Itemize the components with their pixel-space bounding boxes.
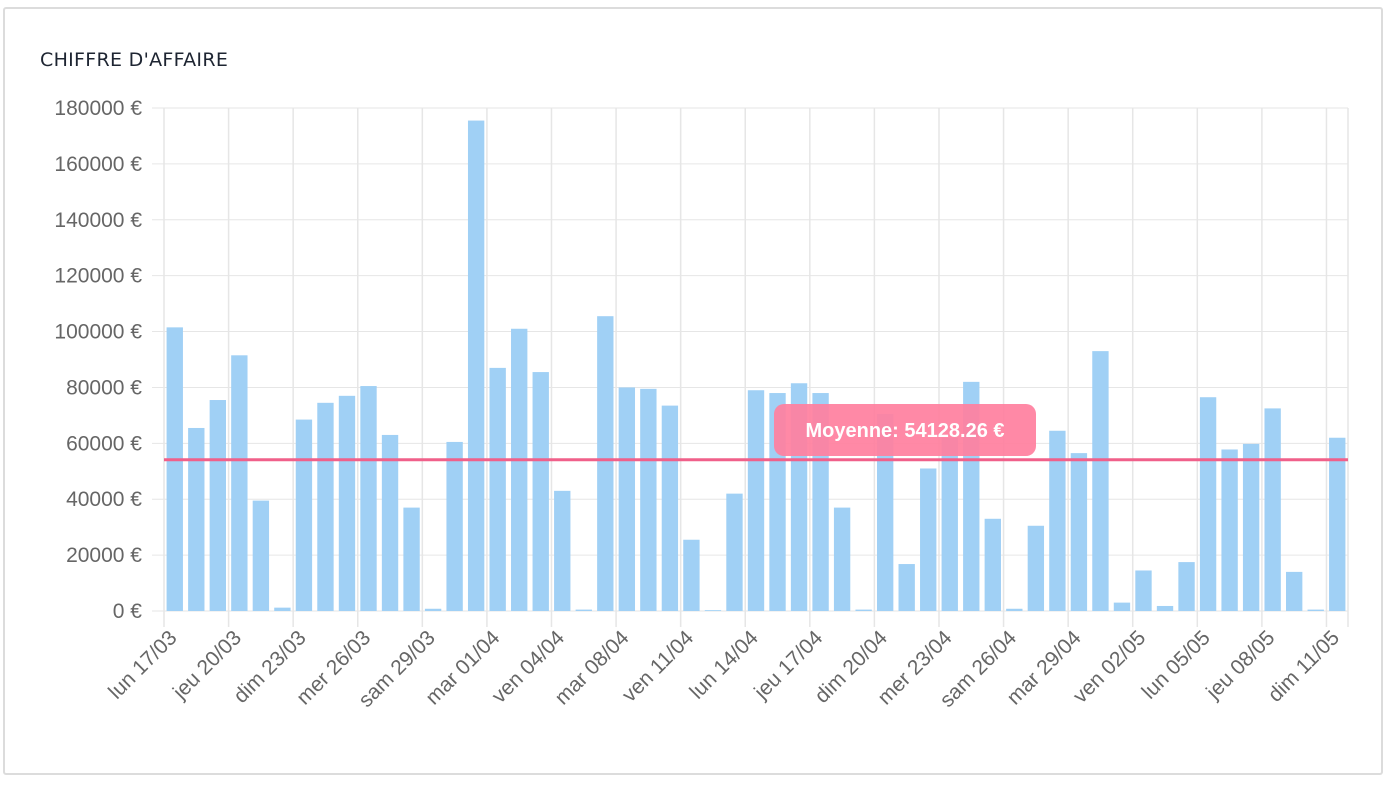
bar <box>618 387 636 611</box>
bar <box>640 388 657 611</box>
bar <box>876 413 894 611</box>
y-tick-label: 20000 € <box>66 544 142 567</box>
bar <box>532 372 549 611</box>
bar <box>1113 602 1131 611</box>
bar <box>338 395 356 611</box>
y-tick-label: 180000 € <box>54 97 142 120</box>
bar <box>941 437 958 611</box>
bar <box>467 120 485 611</box>
y-tick-label: 100000 € <box>54 321 142 344</box>
bars <box>166 120 1346 611</box>
bar <box>683 539 700 611</box>
average-label: Moyenne: 54128.26 € <box>806 420 1005 442</box>
bar <box>1006 608 1023 611</box>
bar <box>166 327 183 611</box>
y-tick-label: 0 € <box>113 600 143 623</box>
bar <box>661 405 679 611</box>
average-annotation: Moyenne: 54128.26 € <box>774 404 1036 456</box>
bar <box>231 355 248 611</box>
bar <box>403 507 420 611</box>
bar <box>1156 605 1174 611</box>
x-tick-label: ven 11/04 <box>618 626 699 707</box>
bar <box>704 610 722 611</box>
y-tick-label: 140000 € <box>54 209 142 232</box>
bar <box>381 434 399 611</box>
bar <box>446 441 463 611</box>
bar <box>252 500 270 611</box>
bar <box>1178 562 1195 611</box>
bar <box>597 316 614 611</box>
bar <box>1092 351 1109 611</box>
y-tick-label: 160000 € <box>54 153 142 176</box>
bar <box>209 400 226 611</box>
x-tick-label: dim 11/05 <box>1264 626 1344 706</box>
bar <box>274 607 291 611</box>
bar <box>511 328 528 611</box>
bar <box>1221 449 1238 611</box>
grid <box>152 107 1349 627</box>
bar <box>1286 571 1303 611</box>
bar <box>1027 525 1045 611</box>
bar <box>424 608 442 611</box>
bar <box>726 493 743 611</box>
bar <box>554 490 571 611</box>
bar <box>317 402 334 611</box>
bar <box>1049 430 1066 611</box>
bar <box>188 427 205 611</box>
average-label-box <box>774 404 1036 456</box>
bar <box>1070 453 1088 611</box>
bar <box>1135 570 1152 611</box>
bar <box>984 518 1001 611</box>
bar <box>360 386 377 611</box>
card-title: CHIFFRE D'AFFAIRE <box>40 49 229 71</box>
bar <box>1242 443 1260 611</box>
bar <box>833 507 851 611</box>
bar <box>1329 437 1346 611</box>
bar <box>898 564 915 611</box>
bar <box>489 367 506 611</box>
y-tick-label: 60000 € <box>66 432 142 455</box>
bar <box>855 609 872 611</box>
bar <box>1199 397 1217 611</box>
y-tick-label: 120000 € <box>54 265 142 288</box>
bar <box>1307 609 1324 611</box>
bar <box>920 468 937 611</box>
bar <box>295 419 313 611</box>
bar <box>575 609 592 611</box>
y-tick-label: 40000 € <box>66 488 142 511</box>
x-tick-label: lun 14/04 <box>685 626 763 704</box>
x-tick-label: lun 05/05 <box>1137 626 1214 703</box>
x-tick-label: lun 17/03 <box>104 626 181 703</box>
bar <box>1264 408 1281 611</box>
bar <box>747 390 765 611</box>
y-tick-label: 80000 € <box>66 376 142 399</box>
